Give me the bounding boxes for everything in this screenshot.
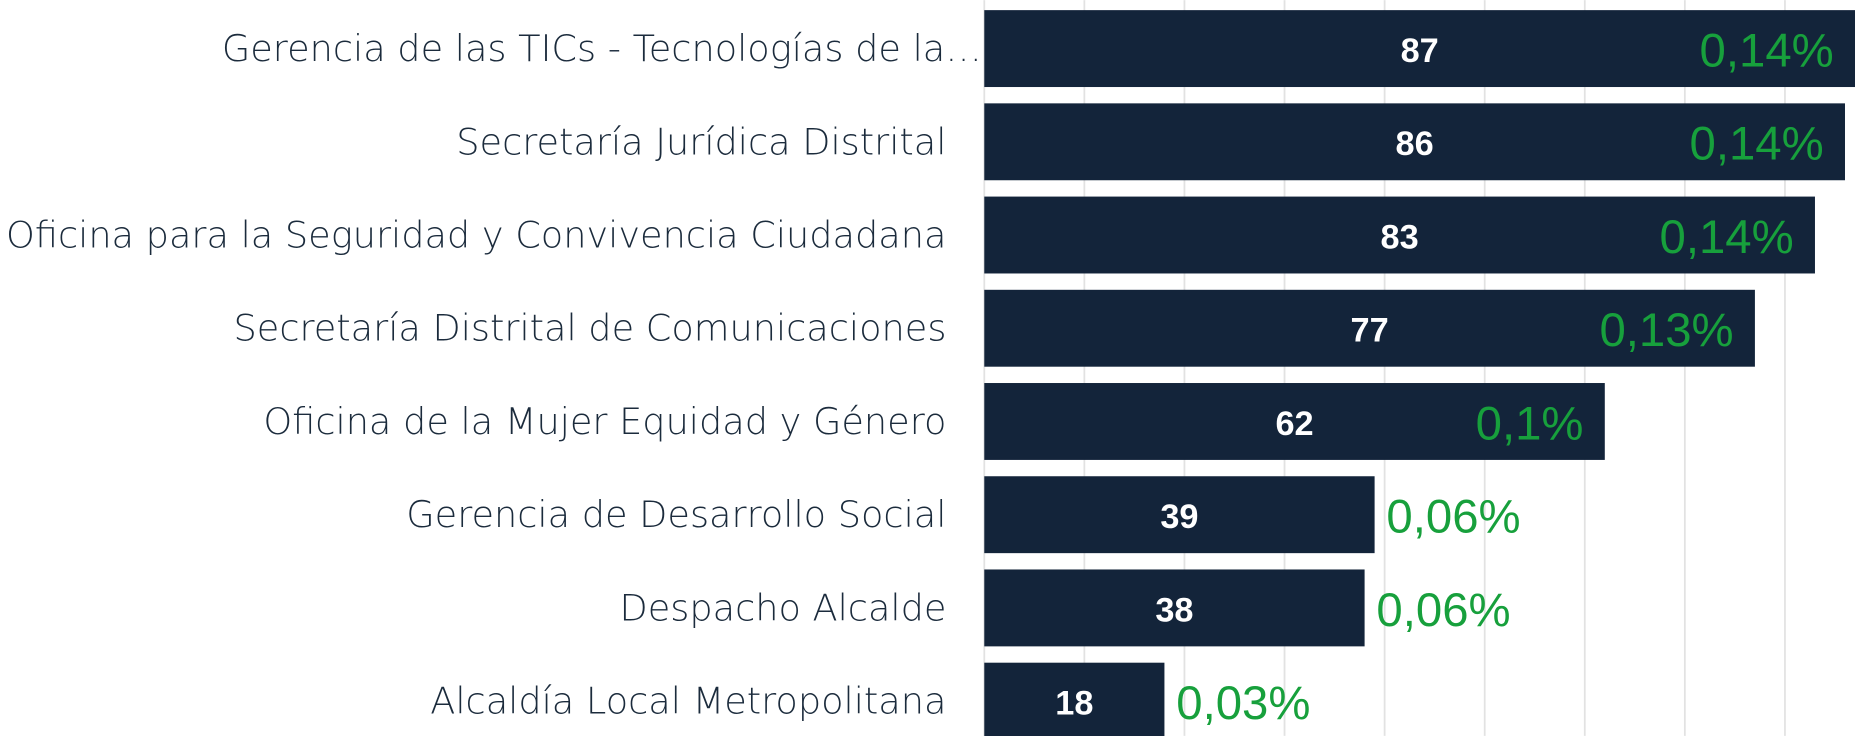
category-label: Secretaría Jurídica Distrital [456,120,946,163]
percent-label: 0,14% [1690,118,1824,171]
category-label: Oficina de la Mujer Equidad y Género [263,400,946,443]
bar [984,289,1755,367]
bar [984,383,1605,460]
percent-label: 0,14% [1700,24,1834,77]
value-label: 77 [1351,312,1389,350]
category-label: Secretaría Distrital de Comunicaciones [234,307,947,350]
category-label: Alcaldía Local Metropolitana [430,680,946,723]
percent-label: 0,13% [1599,304,1733,357]
value-label: 86 [1396,125,1434,163]
category-label: Despacho Alcalde [619,586,946,629]
bar [984,476,1375,554]
percent-label: 0,06% [1376,584,1510,637]
bar [984,103,1845,181]
category-label: Gerencia de las TICs - Tecnologías de la… [222,27,982,70]
value-label: 18 [1055,685,1093,723]
category-label: Gerencia de Desarrollo Social [406,493,946,536]
value-label: 38 [1155,591,1193,629]
bar [984,10,1855,88]
value-label: 39 [1160,498,1198,536]
bar [984,662,1165,736]
percent-label: 0,03% [1176,677,1310,730]
value-label: 83 [1381,218,1419,256]
percent-label: 0,06% [1386,491,1520,544]
percent-label: 0,1% [1476,397,1584,450]
value-label: 62 [1275,405,1313,443]
bar [984,196,1815,274]
percent-label: 0,14% [1660,211,1794,264]
value-label: 87 [1401,32,1439,70]
category-label: Oficina para la Seguridad y Convivencia … [6,214,946,257]
bar [984,569,1365,647]
